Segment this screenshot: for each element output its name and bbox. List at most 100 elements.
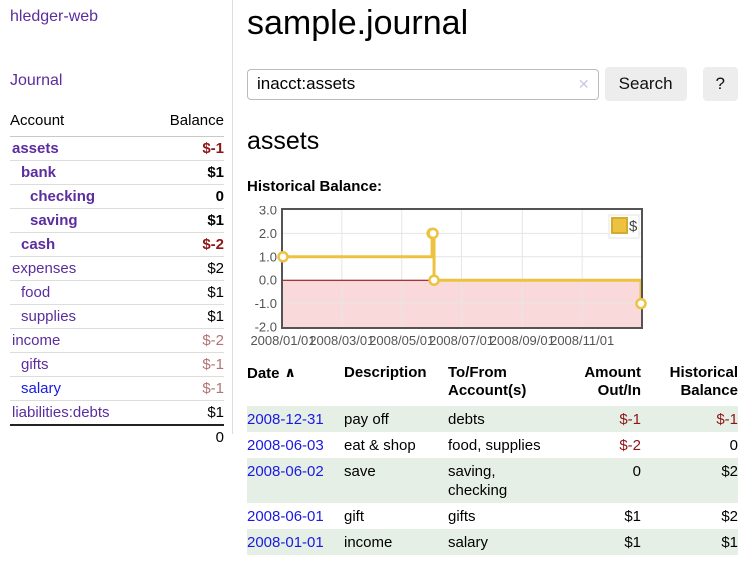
account-link-gifts[interactable]: gifts	[21, 356, 49, 373]
chart-title: Historical Balance:	[247, 178, 383, 196]
register-row[interactable]: 2008-06-03 eat & shop food, supplies $-2 0	[247, 432, 738, 458]
account-row: salary $-1	[10, 376, 224, 401]
account-name-cell: income	[10, 328, 149, 353]
account-balance: $-1	[148, 136, 224, 161]
account-row: gifts $-1	[10, 352, 224, 377]
app-title-link[interactable]: hledger-web	[10, 8, 99, 25]
historical-balance-chart[interactable]: $3.0 2.0 1.0 0.0 -1.0 -2.02008/01/012008/03/0…	[247, 206, 717, 354]
data-point-marker	[277, 251, 289, 263]
accounts-total-value: 0	[148, 424, 224, 449]
search-form: ✕ Search ?	[247, 67, 738, 102]
transaction-accounts: food, supplies	[448, 437, 541, 455]
sidebar-item-journal[interactable]: Journal	[10, 72, 63, 89]
account-balance: 0	[148, 184, 224, 209]
account-name-cell: cash	[10, 232, 149, 257]
sort-ascending-icon: ∧	[284, 364, 296, 381]
account-name-cell: bank	[10, 160, 149, 185]
account-row: expenses $2	[10, 256, 224, 281]
accounts-total-spacer	[10, 424, 149, 449]
data-point-marker	[427, 227, 439, 240]
main-content: sample.journal ✕ Search ? assets Histori…	[247, 0, 738, 556]
register-row[interactable]: 2008-06-02 save saving, checking 0 $2	[247, 458, 738, 504]
search-box: ✕	[247, 68, 599, 100]
search-button[interactable]: Search	[604, 67, 687, 102]
register-header-date[interactable]: Date ∧	[247, 364, 344, 406]
y-axis-tick-label: -1.0	[255, 296, 277, 311]
data-point-marker	[428, 274, 440, 287]
transaction-balance: $-1	[716, 411, 738, 429]
register-header-date-label: Date	[247, 365, 280, 383]
register-row[interactable]: 2008-01-01 income salary $1 $1	[247, 529, 738, 556]
transaction-accounts: gifts	[448, 508, 476, 526]
transaction-date-cell: 2008-06-01	[247, 503, 344, 529]
account-balance: $-1	[148, 376, 224, 401]
account-name-cell: gifts	[10, 352, 149, 377]
sidebar: hledger-web Journal Account Balance asse…	[0, 0, 233, 449]
transaction-amount: $-2	[619, 437, 641, 455]
account-name-cell: supplies	[10, 304, 149, 329]
accounts-header-balance: Balance	[148, 110, 224, 137]
account-link-bank[interactable]: bank	[21, 164, 57, 181]
account-row: bank $1	[10, 160, 224, 185]
account-name-cell: checking	[10, 184, 149, 209]
account-balance: $-1	[148, 352, 224, 377]
account-link-income[interactable]: income	[12, 332, 61, 349]
account-balance: $1	[148, 160, 224, 185]
account-name-cell: salary	[10, 376, 149, 401]
transaction-date-cell: 2008-06-03	[247, 432, 344, 458]
account-row: income $-2	[10, 328, 224, 353]
account-row: liabilities:debts $1	[10, 400, 224, 426]
account-name-cell: expenses	[10, 256, 149, 281]
account-name-cell: saving	[10, 208, 149, 233]
x-axis-tick-label: 2008/03/01	[309, 333, 374, 348]
register-row[interactable]: 2008-06-01 gift gifts $1 $2	[247, 503, 738, 529]
page-title: sample.journal	[247, 4, 469, 42]
transaction-balance: 0	[729, 437, 738, 455]
account-link-assets[interactable]: assets	[12, 140, 59, 157]
transaction-accounts: saving, checking	[448, 463, 508, 500]
account-row: saving $1	[10, 208, 224, 233]
x-axis-tick-label: 2008/01/01	[250, 333, 315, 348]
transaction-date-link[interactable]: 2008-01-01	[247, 534, 324, 552]
transaction-balance: $1	[721, 534, 738, 552]
transaction-accounts: debts	[448, 411, 485, 429]
account-link-expenses[interactable]: expenses	[12, 260, 77, 277]
register-header-accounts: To/From Account(s)	[448, 364, 527, 400]
account-link-checking[interactable]: checking	[30, 188, 96, 205]
transaction-date-cell: 2008-06-02	[247, 458, 344, 503]
account-balance: $1	[148, 304, 224, 329]
account-link-saving[interactable]: saving	[30, 212, 78, 229]
transaction-date-link[interactable]: 2008-12-31	[247, 411, 324, 429]
transaction-date-cell: 2008-12-31	[247, 406, 344, 432]
account-link-supplies[interactable]: supplies	[21, 308, 77, 325]
transaction-date-link[interactable]: 2008-06-03	[247, 437, 324, 455]
register-header-amount: Amount Out/In	[584, 364, 641, 400]
legend-swatch	[611, 217, 628, 235]
account-balance: $-2	[148, 232, 224, 257]
account-row: assets $-1	[10, 136, 224, 161]
account-balance: $-2	[148, 328, 224, 353]
accounts-header-account: Account	[10, 110, 149, 137]
x-axis-tick-label: 2008/05/01	[369, 333, 434, 348]
transaction-date-link[interactable]: 2008-06-02	[247, 463, 324, 481]
plot-border	[281, 208, 643, 330]
data-point-marker	[635, 297, 647, 310]
search-input[interactable]	[247, 68, 599, 100]
register-row[interactable]: 2008-12-31 pay off debts $-1 $-1	[247, 406, 738, 433]
account-link-food[interactable]: food	[21, 284, 51, 301]
help-button[interactable]: ?	[702, 67, 738, 102]
account-heading: assets	[247, 127, 320, 156]
y-axis-tick-label: 2.0	[259, 226, 277, 241]
transaction-description: eat & shop	[344, 437, 416, 455]
accounts-total-row: 0	[10, 424, 224, 449]
transaction-date-link[interactable]: 2008-06-01	[247, 508, 324, 526]
register-table: Date ∧ Description To/From Account(s) Amo…	[247, 364, 738, 556]
transaction-date-cell: 2008-01-01	[247, 529, 344, 555]
account-link-cash[interactable]: cash	[21, 236, 56, 253]
account-link-salary[interactable]: salary	[21, 380, 62, 397]
account-balance: $2	[148, 256, 224, 281]
accounts-table: Account Balance assets $-1 bank $1 checking 0…	[10, 110, 224, 449]
x-axis-tick-label: 2008/11/01	[550, 333, 614, 348]
account-link-liabilities-debts[interactable]: liabilities:debts	[12, 404, 110, 421]
clear-search-icon[interactable]: ✕	[577, 75, 590, 92]
